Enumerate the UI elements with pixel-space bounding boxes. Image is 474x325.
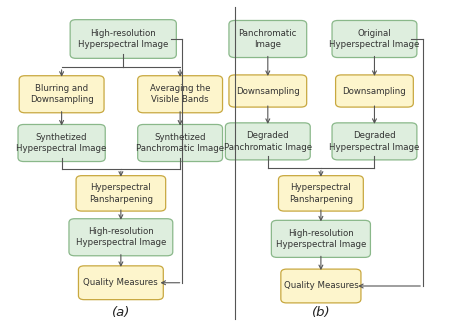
FancyBboxPatch shape	[332, 20, 417, 58]
Text: High-resolution
Hyperspectral Image: High-resolution Hyperspectral Image	[276, 229, 366, 249]
FancyBboxPatch shape	[78, 266, 163, 300]
Text: Hyperspectral
Pansharpening: Hyperspectral Pansharpening	[89, 183, 153, 203]
Text: Panchromatic
Image: Panchromatic Image	[238, 29, 297, 49]
Text: Blurring and
Downsampling: Blurring and Downsampling	[30, 84, 93, 104]
Text: Synthetized
Panchromatic Image: Synthetized Panchromatic Image	[136, 133, 224, 153]
Text: Synthetized
Hyperspectral Image: Synthetized Hyperspectral Image	[17, 133, 107, 153]
Text: Downsampling: Downsampling	[236, 86, 300, 96]
Text: Hyperspectral
Pansharpening: Hyperspectral Pansharpening	[289, 183, 353, 203]
FancyBboxPatch shape	[70, 20, 176, 58]
Text: Quality Measures: Quality Measures	[283, 281, 358, 291]
Text: (b): (b)	[311, 306, 330, 319]
Text: (a): (a)	[112, 306, 130, 319]
Text: Degraded
Hyperspectral Image: Degraded Hyperspectral Image	[329, 131, 419, 151]
Text: High-resolution
Hyperspectral Image: High-resolution Hyperspectral Image	[78, 29, 168, 49]
Text: Downsampling: Downsampling	[343, 86, 406, 96]
FancyBboxPatch shape	[271, 220, 370, 257]
FancyBboxPatch shape	[336, 75, 413, 107]
FancyBboxPatch shape	[137, 124, 222, 162]
FancyBboxPatch shape	[229, 20, 307, 58]
FancyBboxPatch shape	[225, 123, 310, 160]
FancyBboxPatch shape	[229, 75, 307, 107]
FancyBboxPatch shape	[69, 219, 173, 256]
FancyBboxPatch shape	[332, 123, 417, 160]
FancyBboxPatch shape	[76, 176, 165, 211]
FancyBboxPatch shape	[137, 76, 222, 113]
Text: Quality Measures: Quality Measures	[83, 278, 158, 287]
FancyBboxPatch shape	[281, 269, 361, 303]
Text: Original
Hyperspectral Image: Original Hyperspectral Image	[329, 29, 419, 49]
Text: Degraded
Panchromatic Image: Degraded Panchromatic Image	[224, 131, 312, 151]
FancyBboxPatch shape	[19, 76, 104, 113]
FancyBboxPatch shape	[279, 176, 363, 211]
Text: High-resolution
Hyperspectral Image: High-resolution Hyperspectral Image	[76, 227, 166, 247]
Text: Averaging the
Visible Bands: Averaging the Visible Bands	[150, 84, 210, 104]
FancyBboxPatch shape	[18, 124, 105, 162]
